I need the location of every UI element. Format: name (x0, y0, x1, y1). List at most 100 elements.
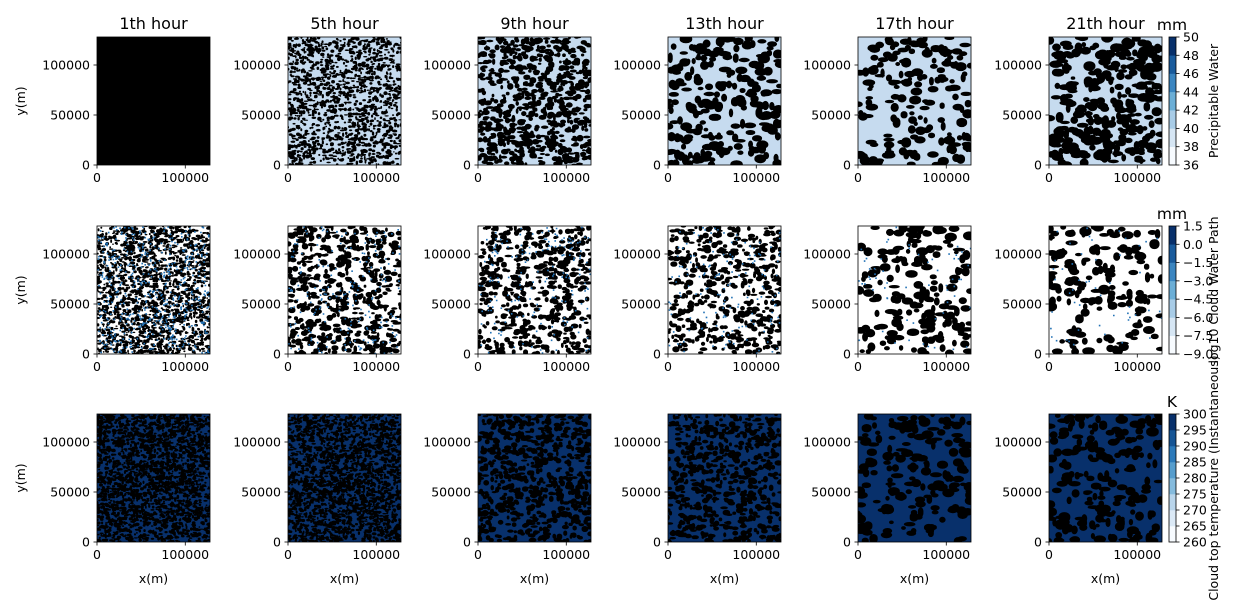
panel-r2-c1 (285, 412, 404, 545)
colorbar-tick-label: 280 (1183, 471, 1207, 486)
y-tick-label: 0 (82, 535, 90, 550)
y-tick-label: 50000 (1002, 297, 1042, 312)
panel-r1-c4 (855, 223, 977, 358)
y-tick-label: 0 (1034, 347, 1042, 362)
x-tick-label: 100000 (352, 359, 400, 374)
panel-r0-c4 (854, 34, 976, 168)
x-tick-label: 100000 (922, 170, 970, 185)
colorbar-tick-label: 40 (1183, 121, 1199, 136)
x-tick-label: 100000 (1113, 170, 1161, 185)
panel-r1-c2 (475, 224, 595, 358)
colorbar-segment (1169, 510, 1176, 526)
column-title: 5th hour (310, 14, 379, 33)
colorbar-tick-label: 290 (1183, 439, 1207, 454)
panel-r0-c3 (662, 32, 787, 169)
x-tick-label: 100000 (732, 547, 780, 562)
y-tick-label: 50000 (1002, 108, 1042, 123)
colorbar-segment (1169, 244, 1176, 263)
colorbar-segment (1169, 74, 1176, 93)
y-tick-label: 100000 (233, 435, 281, 450)
colorbar-r1 (1169, 226, 1180, 354)
column-title: 21th hour (1066, 14, 1145, 33)
panel-r2-c3 (665, 412, 785, 546)
x-tick-label: 0 (854, 547, 862, 562)
field-pattern (97, 37, 210, 165)
colorbar-r0 (1169, 37, 1180, 165)
y-tick-label: 50000 (431, 485, 471, 500)
colorbar-segment (1169, 414, 1176, 430)
x-tick-label: 0 (284, 547, 292, 562)
x-tick-label: 100000 (1113, 547, 1161, 562)
x-tick-label: 100000 (1113, 359, 1161, 374)
colorbar-tick-label: 46 (1183, 66, 1199, 81)
x-axis-label: x(m) (520, 571, 549, 586)
y-tick-label: 50000 (811, 485, 851, 500)
colorbar-unit: mm (1157, 16, 1187, 34)
x-axis-label: x(m) (710, 571, 739, 586)
column-title: 13th hour (685, 14, 764, 33)
panel-r1-c1 (285, 224, 404, 358)
colorbar-label: log10 Cloud Water Path (1206, 217, 1221, 364)
y-tick-label: 50000 (811, 297, 851, 312)
colorbar-tick-label: 42 (1183, 103, 1199, 118)
x-tick-label: 0 (854, 170, 862, 185)
x-tick-label: 100000 (161, 170, 209, 185)
x-axis-label: x(m) (139, 571, 168, 586)
y-tick-label: 100000 (423, 58, 471, 73)
y-tick-label: 50000 (241, 108, 281, 123)
x-axis-label: x(m) (900, 571, 929, 586)
colorbar-tick-label: 295 (1183, 423, 1207, 438)
y-tick-label: 0 (653, 535, 661, 550)
x-tick-label: 100000 (542, 547, 590, 562)
x-tick-label: 0 (284, 170, 292, 185)
x-tick-label: 100000 (542, 359, 590, 374)
colorbar-tick-label: 260 (1183, 535, 1207, 550)
y-tick-label: 0 (463, 347, 471, 362)
y-axis-label: y(m) (13, 275, 28, 304)
y-tick-label: 100000 (994, 435, 1042, 450)
panel-r0-c0 (94, 37, 211, 169)
x-tick-label: 0 (854, 359, 862, 374)
colorbar-segment (1169, 37, 1176, 56)
colorbar-tick-label: 265 (1183, 519, 1207, 534)
x-tick-label: 100000 (732, 359, 780, 374)
y-tick-label: 100000 (42, 58, 90, 73)
x-tick-label: 0 (93, 359, 101, 374)
panel-r0-c2 (475, 35, 595, 168)
x-tick-label: 0 (474, 547, 482, 562)
y-tick-label: 100000 (613, 58, 661, 73)
y-tick-label: 100000 (42, 247, 90, 262)
y-tick-label: 100000 (803, 247, 851, 262)
x-tick-label: 0 (284, 359, 292, 374)
y-tick-label: 0 (463, 158, 471, 173)
colorbar-segment (1169, 110, 1176, 129)
colorbar-segment (1169, 299, 1176, 318)
colorbar-segment (1169, 446, 1176, 462)
x-tick-label: 0 (93, 170, 101, 185)
y-tick-label: 100000 (803, 435, 851, 450)
y-tick-label: 0 (1034, 158, 1042, 173)
y-tick-label: 100000 (994, 58, 1042, 73)
x-tick-label: 0 (664, 547, 672, 562)
y-tick-label: 0 (463, 535, 471, 550)
x-tick-label: 0 (664, 359, 672, 374)
column-title: 1th hour (119, 14, 188, 33)
y-tick-label: 0 (273, 535, 281, 550)
colorbar-tick-label: 270 (1183, 503, 1207, 518)
colorbar-segment (1169, 336, 1176, 355)
y-tick-label: 0 (82, 158, 90, 173)
colorbar-segment (1169, 147, 1176, 166)
y-tick-label: 100000 (423, 435, 471, 450)
y-tick-label: 50000 (621, 108, 661, 123)
panel-r1-c5 (1044, 224, 1168, 357)
colorbar-unit: mm (1157, 205, 1187, 223)
y-tick-label: 0 (843, 158, 851, 173)
colorbar-tick-label: 300 (1183, 407, 1207, 422)
panel-r2-c2 (474, 412, 593, 546)
y-tick-label: 50000 (621, 485, 661, 500)
colorbar-segment (1169, 526, 1176, 542)
colorbar-segment (1169, 263, 1176, 282)
colorbar-tick-label: 285 (1183, 455, 1207, 470)
colorbar-tick-label: 0.0 (1183, 237, 1203, 252)
figure-layer: 0 100000 0 50000 100000 1th hour y(m) 0 100000 0 5… (13, 14, 1221, 600)
